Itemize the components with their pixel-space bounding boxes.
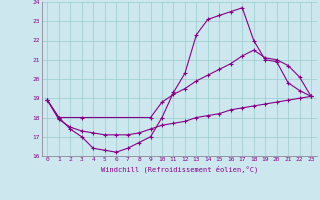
X-axis label: Windchill (Refroidissement éolien,°C): Windchill (Refroidissement éolien,°C) <box>100 165 258 173</box>
